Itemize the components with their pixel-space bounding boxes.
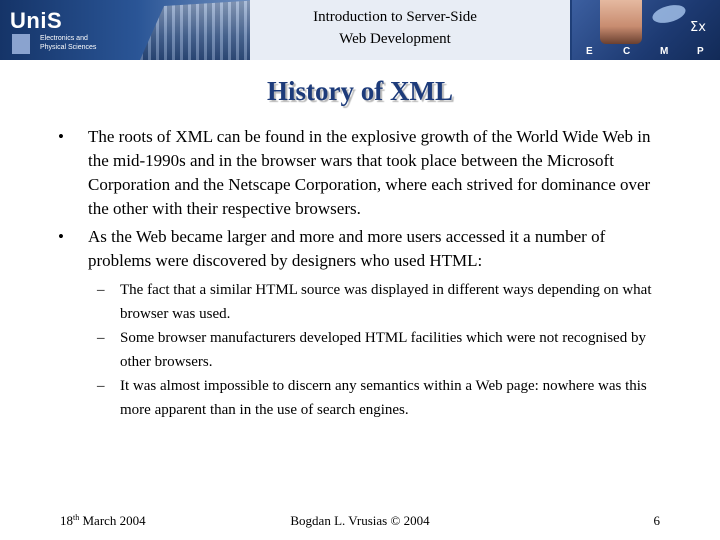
- badge-letter-c: C: [623, 46, 631, 57]
- slide-title: History of XML: [267, 76, 453, 106]
- footer-date: 18th March 2004: [60, 513, 146, 529]
- course-title: Introduction to Server-Side Web Developm…: [250, 6, 540, 50]
- sub-bullet-marker: –: [97, 282, 105, 298]
- footer-date-suffix: th: [73, 513, 80, 522]
- ecmp-panel: [572, 0, 720, 60]
- footer-date-day: 18: [60, 513, 73, 528]
- sub-bullet-list: – The fact that a similar HTML source wa…: [55, 279, 665, 422]
- bullet-marker: •: [58, 227, 64, 246]
- logo-block-icon: [12, 34, 30, 54]
- header-title-panel: [250, 0, 570, 60]
- bullet-text: As the Web became larger and more and mo…: [88, 227, 606, 270]
- bullet-item: • The roots of XML can be found in the e…: [55, 125, 665, 221]
- sub-bullet-text: Some browser manufacturers developed HTM…: [120, 330, 646, 370]
- bullet-list: • The roots of XML can be found in the e…: [55, 125, 665, 273]
- sigma-icon: Σx: [690, 20, 706, 35]
- badge-letter-e: E: [586, 46, 593, 57]
- bullet-item: • As the Web became larger and more and …: [55, 225, 665, 273]
- sub-bullet-marker: –: [97, 378, 105, 394]
- sub-bullet-text: It was almost impossible to discern any …: [120, 378, 647, 418]
- bullet-text: The roots of XML can be found in the exp…: [88, 127, 651, 218]
- department-name: Electronics and Physical Sciences: [40, 34, 96, 52]
- sub-bullet-item: – Some browser manufacturers developed H…: [55, 327, 665, 374]
- sub-bullet-item: – It was almost impossible to discern an…: [55, 375, 665, 422]
- course-title-line-1: Introduction to Server-Side: [313, 9, 477, 25]
- slide-body: • The roots of XML can be found in the e…: [55, 125, 665, 423]
- unis-logo: UniS: [10, 8, 62, 34]
- course-title-line-2: Web Development: [339, 31, 451, 47]
- header-banner: UniS Electronics and Physical Sciences Σ…: [0, 0, 720, 60]
- footer-author: Bogdan L. Vrusias © 2004: [290, 513, 430, 528]
- department-line-1: Electronics and: [40, 35, 88, 42]
- student-photo: [600, 0, 642, 44]
- sub-bullet-text: The fact that a similar HTML source was …: [120, 282, 652, 322]
- sub-bullet-item: – The fact that a similar HTML source wa…: [55, 279, 665, 326]
- footer-date-rest: March 2004: [79, 513, 146, 528]
- sub-bullet-marker: –: [97, 330, 105, 346]
- badge-letter-m: M: [660, 46, 669, 57]
- page-number: 6: [653, 513, 661, 528]
- badge-letter-p: P: [697, 46, 704, 57]
- department-line-2: Physical Sciences: [40, 44, 97, 51]
- logo-text: UniS: [10, 8, 63, 33]
- bullet-marker: •: [58, 127, 64, 146]
